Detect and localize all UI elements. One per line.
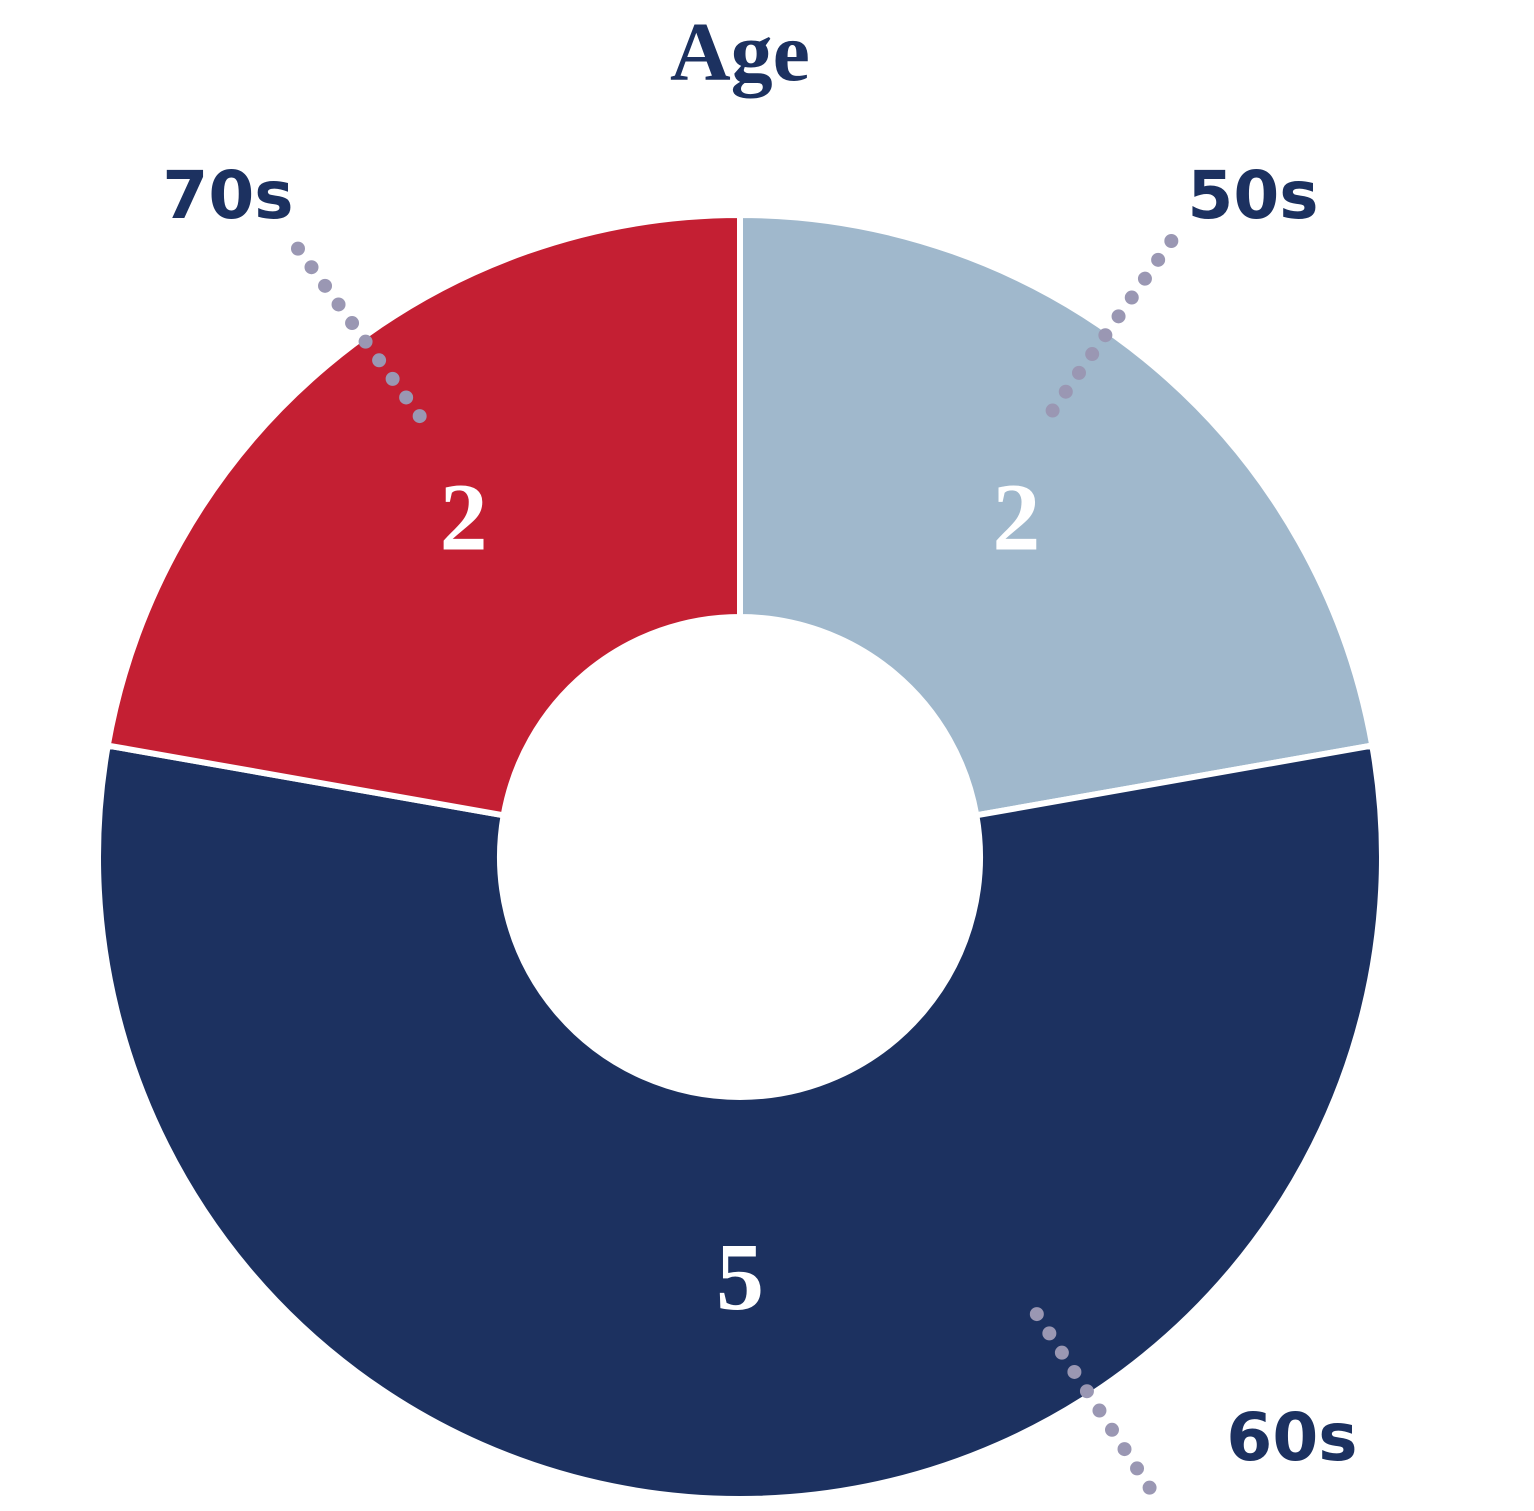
donut-slice [104,211,743,819]
category-label: 70s [162,157,293,234]
chart-title: Age [670,6,810,99]
leader-line [1029,1307,1164,1506]
donut-slice [737,211,1376,819]
donut-slice [95,742,1385,1502]
value-label: 5 [716,1223,764,1330]
category-label: 60s [1226,1399,1357,1476]
value-label: 2 [992,464,1040,571]
value-label: 2 [440,464,488,571]
category-label: 50s [1187,157,1318,234]
leader-line [1045,223,1186,418]
leader-line [283,231,427,424]
